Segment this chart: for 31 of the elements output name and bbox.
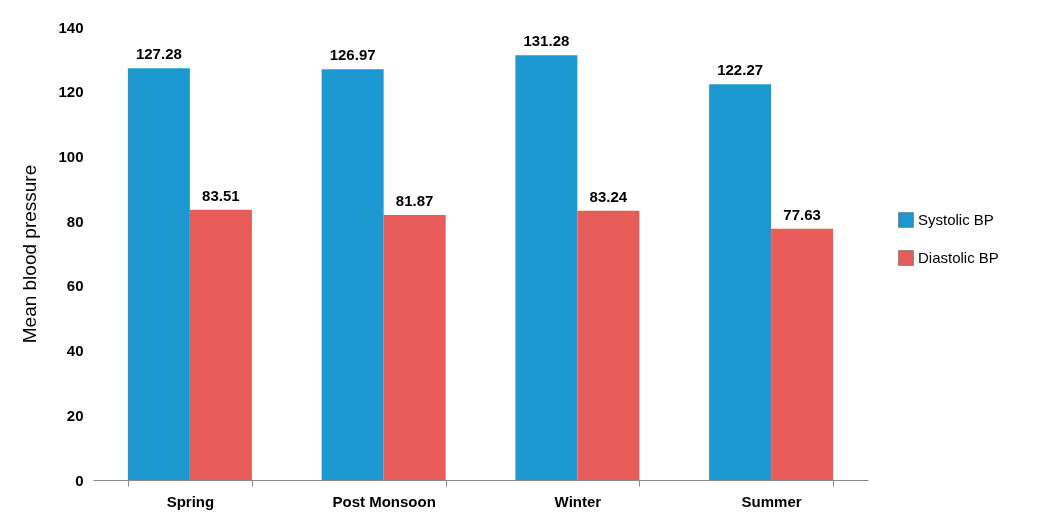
bar (321, 69, 384, 480)
bar (127, 68, 190, 480)
data-label: 77.63 (783, 205, 821, 223)
data-label: 126.97 (329, 46, 376, 64)
data-label: 83.24 (589, 187, 628, 205)
legend-label: Diastolic BP (918, 249, 999, 266)
x-tick-label: Summer (741, 492, 802, 510)
y-tick-label: 80 (66, 212, 84, 230)
data-label: 127.28 (135, 45, 182, 63)
y-axis-title: Mean blood pressure (19, 164, 41, 344)
y-tick-label: 140 (58, 18, 84, 36)
bar (771, 228, 834, 480)
data-label: 81.87 (395, 192, 434, 210)
bar (515, 55, 578, 480)
data-label: 131.28 (523, 32, 570, 50)
bar (709, 84, 772, 480)
bar (383, 215, 446, 480)
y-tick-label: 40 (66, 342, 84, 360)
y-tick-label: 20 (66, 406, 84, 424)
x-tick-label: Post Monsoon (332, 492, 436, 510)
x-tick-label: Winter (554, 492, 602, 510)
data-label: 83.51 (202, 186, 240, 204)
legend-label: Systolic BP (918, 211, 994, 228)
bar (189, 209, 252, 480)
y-tick-label: 60 (66, 277, 84, 295)
data-label: 122.27 (717, 61, 764, 79)
bar (577, 210, 640, 480)
y-tick-label: 120 (58, 83, 84, 101)
y-tick-label: 100 (58, 147, 84, 165)
y-tick-label: 0 (75, 471, 84, 489)
x-tick-label: Spring (166, 492, 215, 510)
